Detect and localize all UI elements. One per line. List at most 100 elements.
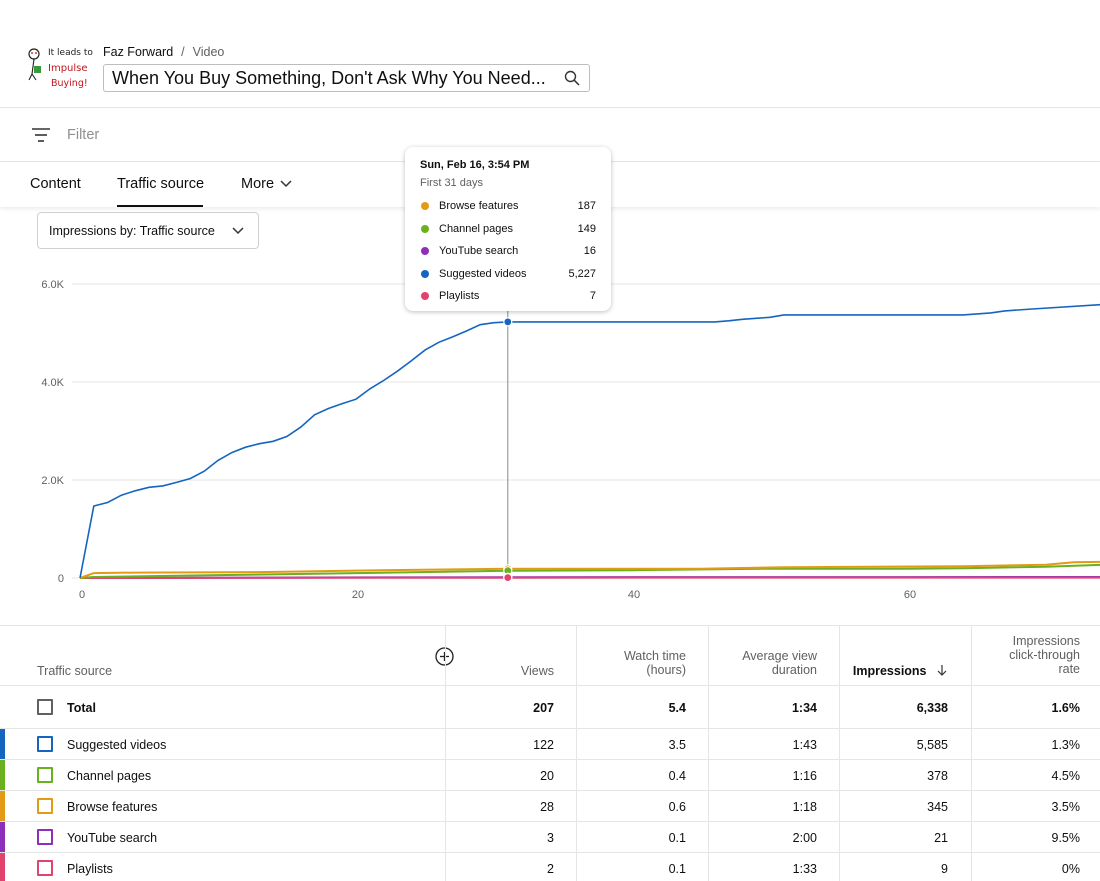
x-tick-label: 0 [79, 589, 85, 601]
row-name: Browse features [67, 800, 158, 814]
header-avg-view-duration-line-1: Average view [742, 649, 817, 663]
y-tick-label: 2.0K [41, 475, 64, 487]
column-divider [839, 626, 840, 881]
cell-ctr: 1.3% [1051, 738, 1081, 752]
cell-impressions: 345 [927, 800, 948, 814]
table-row-total: Total 207 5.4 1:34 6,338 1.6% [0, 686, 1100, 729]
tooltip-series-value: 5,227 [568, 267, 596, 280]
cell-avg-duration: 1:16 [792, 769, 817, 783]
cell-watch-time: 0.1 [668, 831, 686, 845]
series-color-dot [421, 269, 429, 278]
row-checkbox[interactable] [37, 829, 53, 845]
table-row[interactable]: Playlists 2 0.1 1:33 9 0% [0, 853, 1100, 881]
header: It leads to Impulse Buying! Faz Forward … [0, 0, 1100, 108]
series-color-dot [421, 224, 429, 233]
tab-content[interactable]: Content [30, 176, 81, 192]
row-checkbox[interactable] [37, 767, 53, 783]
chart-tooltip: Sun, Feb 16, 3:54 PM First 31 days Brows… [405, 147, 611, 311]
cell-ctr: 0% [1061, 862, 1080, 876]
cell-ctr: 4.5% [1051, 769, 1081, 783]
row-checkbox[interactable] [37, 860, 53, 876]
column-divider [971, 626, 972, 881]
tooltip-series-name: Channel pages [439, 222, 514, 235]
y-tick-label: 4.0K [41, 377, 64, 389]
chevron-down-icon [232, 227, 244, 235]
cell-avg-duration: 1:34 [791, 701, 817, 715]
table-row[interactable]: YouTube search 3 0.1 2:00 21 9.5% [0, 822, 1100, 853]
series-color-bar [0, 760, 5, 790]
active-tab-indicator [117, 205, 203, 207]
y-tick-label: 0 [58, 573, 64, 585]
filter-icon[interactable] [32, 128, 50, 142]
series-color-bar [0, 853, 5, 881]
cell-avg-duration: 1:33 [792, 862, 817, 876]
impressions-line-chart[interactable]: 0 2.0K 4.0K 6.0K 0 20 40 60 [0, 260, 1100, 610]
cell-impressions: 6,338 [916, 701, 948, 715]
row-checkbox[interactable] [37, 736, 53, 752]
x-tick-label: 60 [904, 589, 916, 601]
header-avg-view-duration-line-2: duration [771, 663, 817, 677]
video-selector[interactable]: When You Buy Something, Don't Ask Why Yo… [103, 64, 590, 92]
cell-watch-time: 3.5 [668, 738, 686, 752]
series-color-bar [0, 791, 5, 821]
breadcrumb-channel[interactable]: Faz Forward [103, 45, 174, 59]
row-checkbox[interactable] [37, 798, 53, 814]
tooltip-series-name: Suggested videos [439, 267, 527, 280]
thumbnail-text-line-3: Buying! [51, 78, 88, 89]
cell-impressions: 5,585 [916, 738, 948, 752]
cell-impressions: 378 [927, 769, 948, 783]
table-row[interactable]: Channel pages 20 0.4 1:16 378 4.5% [0, 760, 1100, 791]
video-thumbnail[interactable]: It leads to Impulse Buying! [26, 44, 98, 94]
series-color-dot [421, 247, 429, 256]
row-name: Channel pages [67, 769, 152, 783]
cell-watch-time: 0.6 [668, 800, 686, 814]
header-ctr-line-3: rate [1058, 662, 1080, 676]
x-tick-label: 40 [628, 589, 640, 601]
row-checkbox[interactable] [37, 699, 53, 715]
search-icon[interactable] [564, 70, 580, 86]
cell-impressions: 9 [941, 862, 948, 876]
metric-dropdown[interactable]: Impressions by: Traffic source [37, 212, 259, 249]
tooltip-series-name: Playlists [439, 290, 480, 303]
header-watch-time[interactable]: Watch time (hours) [624, 649, 686, 677]
table-row[interactable]: Suggested videos 122 3.5 1:43 5,585 1.3% [0, 729, 1100, 760]
thumbnail-text-line-1: It leads to [48, 48, 93, 58]
add-column-icon[interactable] [435, 647, 454, 666]
tab-more-label: More [241, 176, 275, 192]
breadcrumb-separator: / [181, 45, 185, 59]
row-name: Playlists [67, 862, 113, 876]
cell-views: 3 [547, 831, 554, 845]
header-ctr-line-1: Impressions [1012, 634, 1080, 648]
filter-input[interactable]: Filter [67, 127, 100, 143]
header-views[interactable]: Views [520, 664, 554, 678]
hover-point-suggested-videos [503, 317, 513, 327]
traffic-source-table: Traffic source Views Watch time (hours) … [0, 625, 1100, 881]
table-row[interactable]: Browse features 28 0.6 1:18 345 3.5% [0, 791, 1100, 822]
tooltip-series-value: 187 [577, 200, 596, 213]
tooltip-row: Browse features 187 [420, 195, 596, 218]
metric-dropdown-label: Impressions by: Traffic source [49, 223, 215, 238]
header-ctr[interactable]: Impressions click-through rate [1009, 634, 1080, 676]
tooltip-date: Sun, Feb 16, 3:54 PM [420, 159, 530, 171]
header-avg-view-duration[interactable]: Average view duration [742, 649, 817, 677]
series-color-dot [421, 292, 429, 301]
cell-ctr: 1.6% [1051, 701, 1081, 715]
tooltip-row: Channel pages 149 [420, 218, 596, 241]
row-name: YouTube search [67, 831, 158, 845]
tooltip-row: YouTube search 16 [420, 240, 596, 263]
header-watch-time-line-1: Watch time [623, 649, 686, 663]
cell-views: 28 [540, 800, 554, 814]
cell-impressions: 21 [934, 831, 948, 845]
header-impressions[interactable]: Impressions [853, 664, 948, 678]
header-traffic-source[interactable]: Traffic source [37, 664, 113, 678]
breadcrumb: Faz Forward / Video [103, 45, 224, 59]
video-title[interactable]: When You Buy Something, Don't Ask Why Yo… [112, 67, 546, 88]
chevron-down-icon [280, 180, 292, 188]
tab-more[interactable]: More [241, 176, 292, 192]
cell-views: 207 [533, 701, 554, 715]
tooltip-range: First 31 days [420, 177, 483, 189]
header-watch-time-line-2: (hours) [646, 663, 686, 677]
series-color-bar [0, 822, 5, 852]
tab-traffic-source[interactable]: Traffic source [117, 176, 205, 192]
y-tick-label: 6.0K [41, 279, 64, 291]
